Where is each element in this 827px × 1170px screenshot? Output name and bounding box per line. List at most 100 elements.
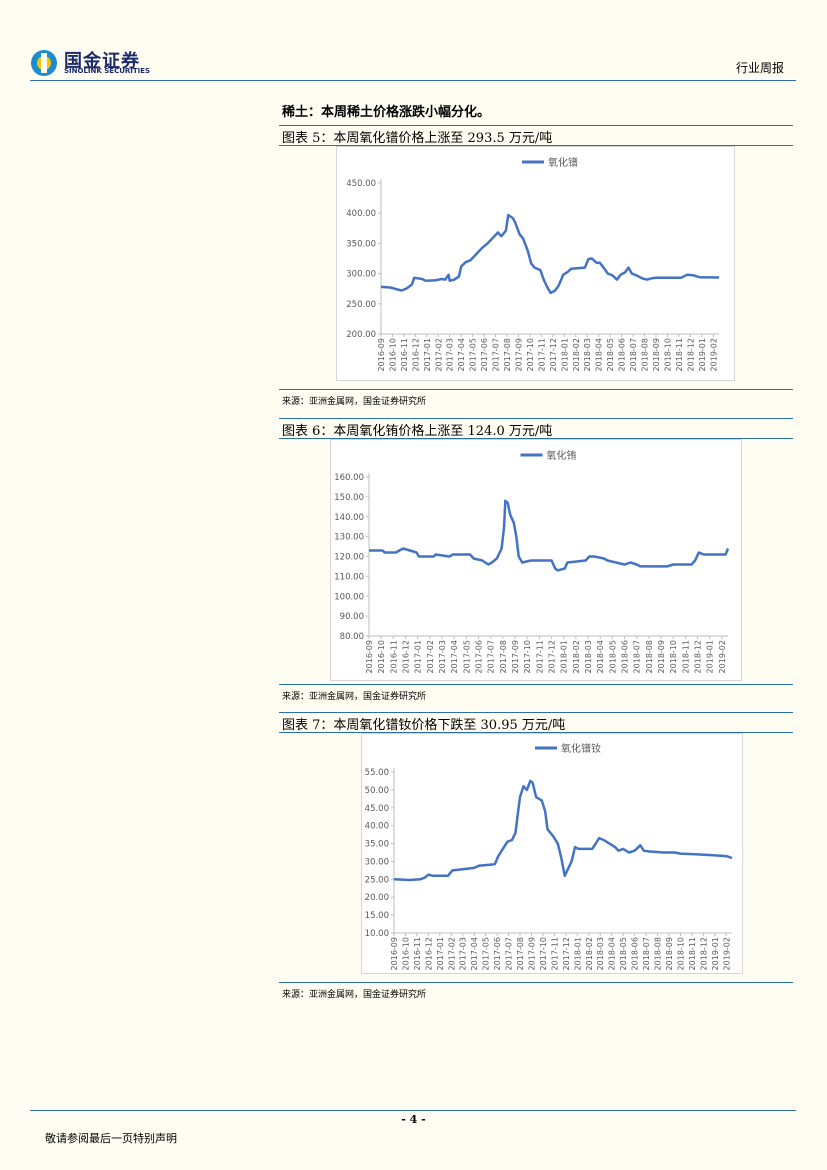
x-tick-label: 2017-10 (539, 937, 548, 970)
x-tick-label: 2017-04 (450, 640, 459, 673)
x-tick-label: 2017-05 (462, 640, 471, 673)
y-tick-label: 40.00 (365, 822, 389, 832)
y-tick-label: 110.00 (334, 572, 364, 582)
x-tick-label: 2017-04 (470, 937, 479, 970)
x-tick-label: 2019-01 (698, 338, 707, 371)
x-tick-label: 2018-05 (608, 640, 617, 673)
figure-6-title: 图表 6：本周氧化铕价格上涨至 124.0 万元/吨 (282, 424, 553, 439)
x-tick-label: 2018-11 (681, 640, 690, 673)
x-tick-label: 2017-11 (550, 937, 559, 970)
x-tick-label: 2018-05 (619, 937, 628, 970)
x-tick-label: 2017-07 (505, 937, 514, 970)
x-tick-label: 2018-03 (584, 640, 593, 673)
x-tick-label: 2018-12 (686, 338, 695, 371)
x-tick-label: 2017-09 (527, 937, 536, 970)
x-tick-label: 2018-10 (676, 937, 685, 970)
x-tick-label: 2017-02 (434, 338, 443, 371)
x-tick-label: 2018-03 (583, 338, 592, 371)
legend-label: 氧化镨 (548, 156, 578, 169)
x-tick-label: 2017-11 (537, 338, 546, 371)
logo-bar (41, 53, 47, 73)
chart-prnd-oxide: 氧化镨钕 55.00 50.00 45.00 40.00 35.00 30.00 25.00 2… (361, 733, 743, 974)
y-tick-label: 15.00 (365, 911, 389, 921)
x-tick-label: 2018-08 (641, 338, 650, 371)
x-tick-label: 2018-02 (572, 338, 581, 371)
x-tick-label: 2017-05 (469, 338, 478, 371)
logo-cn-text: 国金证券 (64, 51, 140, 72)
x-tick-label: 2018-11 (675, 338, 684, 371)
y-tick-label: 160.00 (334, 473, 364, 483)
x-tick-label: 2019-02 (722, 937, 731, 970)
chart-europium-oxide: 氧化铕 160.00 150.00 140.00 130.00 120.00 110.00 1… (330, 439, 742, 681)
x-tick-label: 2018-09 (657, 640, 666, 673)
x-tick-label: 2017-10 (526, 338, 535, 371)
figure-title-rule (279, 145, 793, 146)
y-tick-label: 80.00 (340, 632, 364, 642)
figure-bottom-rule (279, 684, 793, 685)
y-tick-label: 400.00 (346, 209, 376, 219)
figure-bottom-rule (279, 389, 793, 390)
y-tick-label: 90.00 (340, 612, 364, 622)
x-tick-label: 2017-12 (548, 640, 557, 673)
x-tick-label: 2018-10 (663, 338, 672, 371)
page-number: - 4 - (401, 1113, 426, 1126)
y-tick-label: 30.00 (365, 857, 389, 867)
figure-5-title: 图表 5：本周氧化镨价格上涨至 293.5 万元/吨 (282, 131, 553, 146)
y-tick-label: 50.00 (365, 786, 389, 796)
x-tick-label: 2018-04 (608, 937, 617, 970)
y-tick-label: 45.00 (365, 804, 389, 814)
x-tick-label: 2016-09 (390, 937, 399, 970)
figure-7-source: 来源：亚洲金属网，国金证券研究所 (282, 990, 427, 1000)
x-tick-label: 2017-08 (516, 937, 525, 970)
figure-bottom-rule (279, 982, 793, 983)
y-tick-label: 55.00 (365, 768, 389, 778)
x-tick-label: 2016-10 (401, 937, 410, 970)
y-tick-label: 25.00 (365, 875, 389, 885)
disclaimer: 敬请参阅最后一页特别声明 (45, 1132, 177, 1145)
y-tick-label: 20.00 (365, 893, 389, 903)
x-tick-label: 2017-08 (503, 338, 512, 371)
y-tick-label: 35.00 (365, 840, 389, 850)
figure-top-rule (279, 712, 793, 713)
x-tick-label: 2018-07 (633, 640, 642, 673)
chart-praseodymium-oxide: 氧化镨 450.00 400.00 350.00 300.00 250.00 200.00 2… (336, 146, 735, 381)
chart-svg: 氧化镨450.00400.00350.00300.00250.00200.002… (346, 156, 720, 371)
x-tick-label: 2017-01 (423, 338, 432, 371)
x-tick-label: 2016-12 (424, 937, 433, 970)
x-tick-label: 2017-12 (549, 338, 558, 371)
x-tick-label: 2017-02 (447, 937, 456, 970)
x-tick-label: 2017-05 (482, 937, 491, 970)
x-tick-label: 2017-07 (487, 640, 496, 673)
x-tick-label: 2018-05 (606, 338, 615, 371)
x-tick-label: 2018-01 (573, 937, 582, 970)
x-tick-label: 2016-09 (365, 640, 374, 673)
x-tick-label: 2018-07 (629, 338, 638, 371)
y-tick-label: 100.00 (334, 592, 364, 602)
x-tick-label: 2018-01 (560, 338, 569, 371)
figure-title-rule (279, 732, 793, 733)
figure-7-title: 图表 7：本周氧化镨钕价格下跌至 30.95 万元/吨 (282, 718, 566, 733)
y-tick-label: 150.00 (334, 493, 364, 503)
x-tick-label: 2017-01 (414, 640, 423, 673)
header-divider (30, 80, 796, 81)
x-tick-label: 2018-03 (596, 937, 605, 970)
series-line (380, 213, 720, 295)
x-tick-label: 2017-02 (426, 640, 435, 673)
y-tick-label: 250.00 (346, 300, 376, 310)
y-tick-label: 300.00 (346, 270, 376, 280)
x-tick-label: 2016-09 (377, 338, 386, 371)
x-tick-label: 2018-04 (595, 338, 604, 371)
x-tick-label: 2017-07 (492, 338, 501, 371)
x-tick-label: 2017-01 (436, 937, 445, 970)
series-line (393, 779, 733, 882)
x-tick-label: 2016-12 (402, 640, 411, 673)
x-tick-label: 2018-09 (652, 338, 661, 371)
x-tick-label: 2017-04 (457, 338, 466, 371)
x-tick-label: 2018-12 (699, 937, 708, 970)
figure-top-rule (279, 125, 793, 126)
x-tick-label: 2016-10 (377, 640, 386, 673)
legend-label: 氧化镨钕 (561, 742, 601, 755)
x-tick-label: 2017-12 (562, 937, 571, 970)
x-tick-label: 2016-10 (388, 338, 397, 371)
x-tick-label: 2017-09 (511, 640, 520, 673)
